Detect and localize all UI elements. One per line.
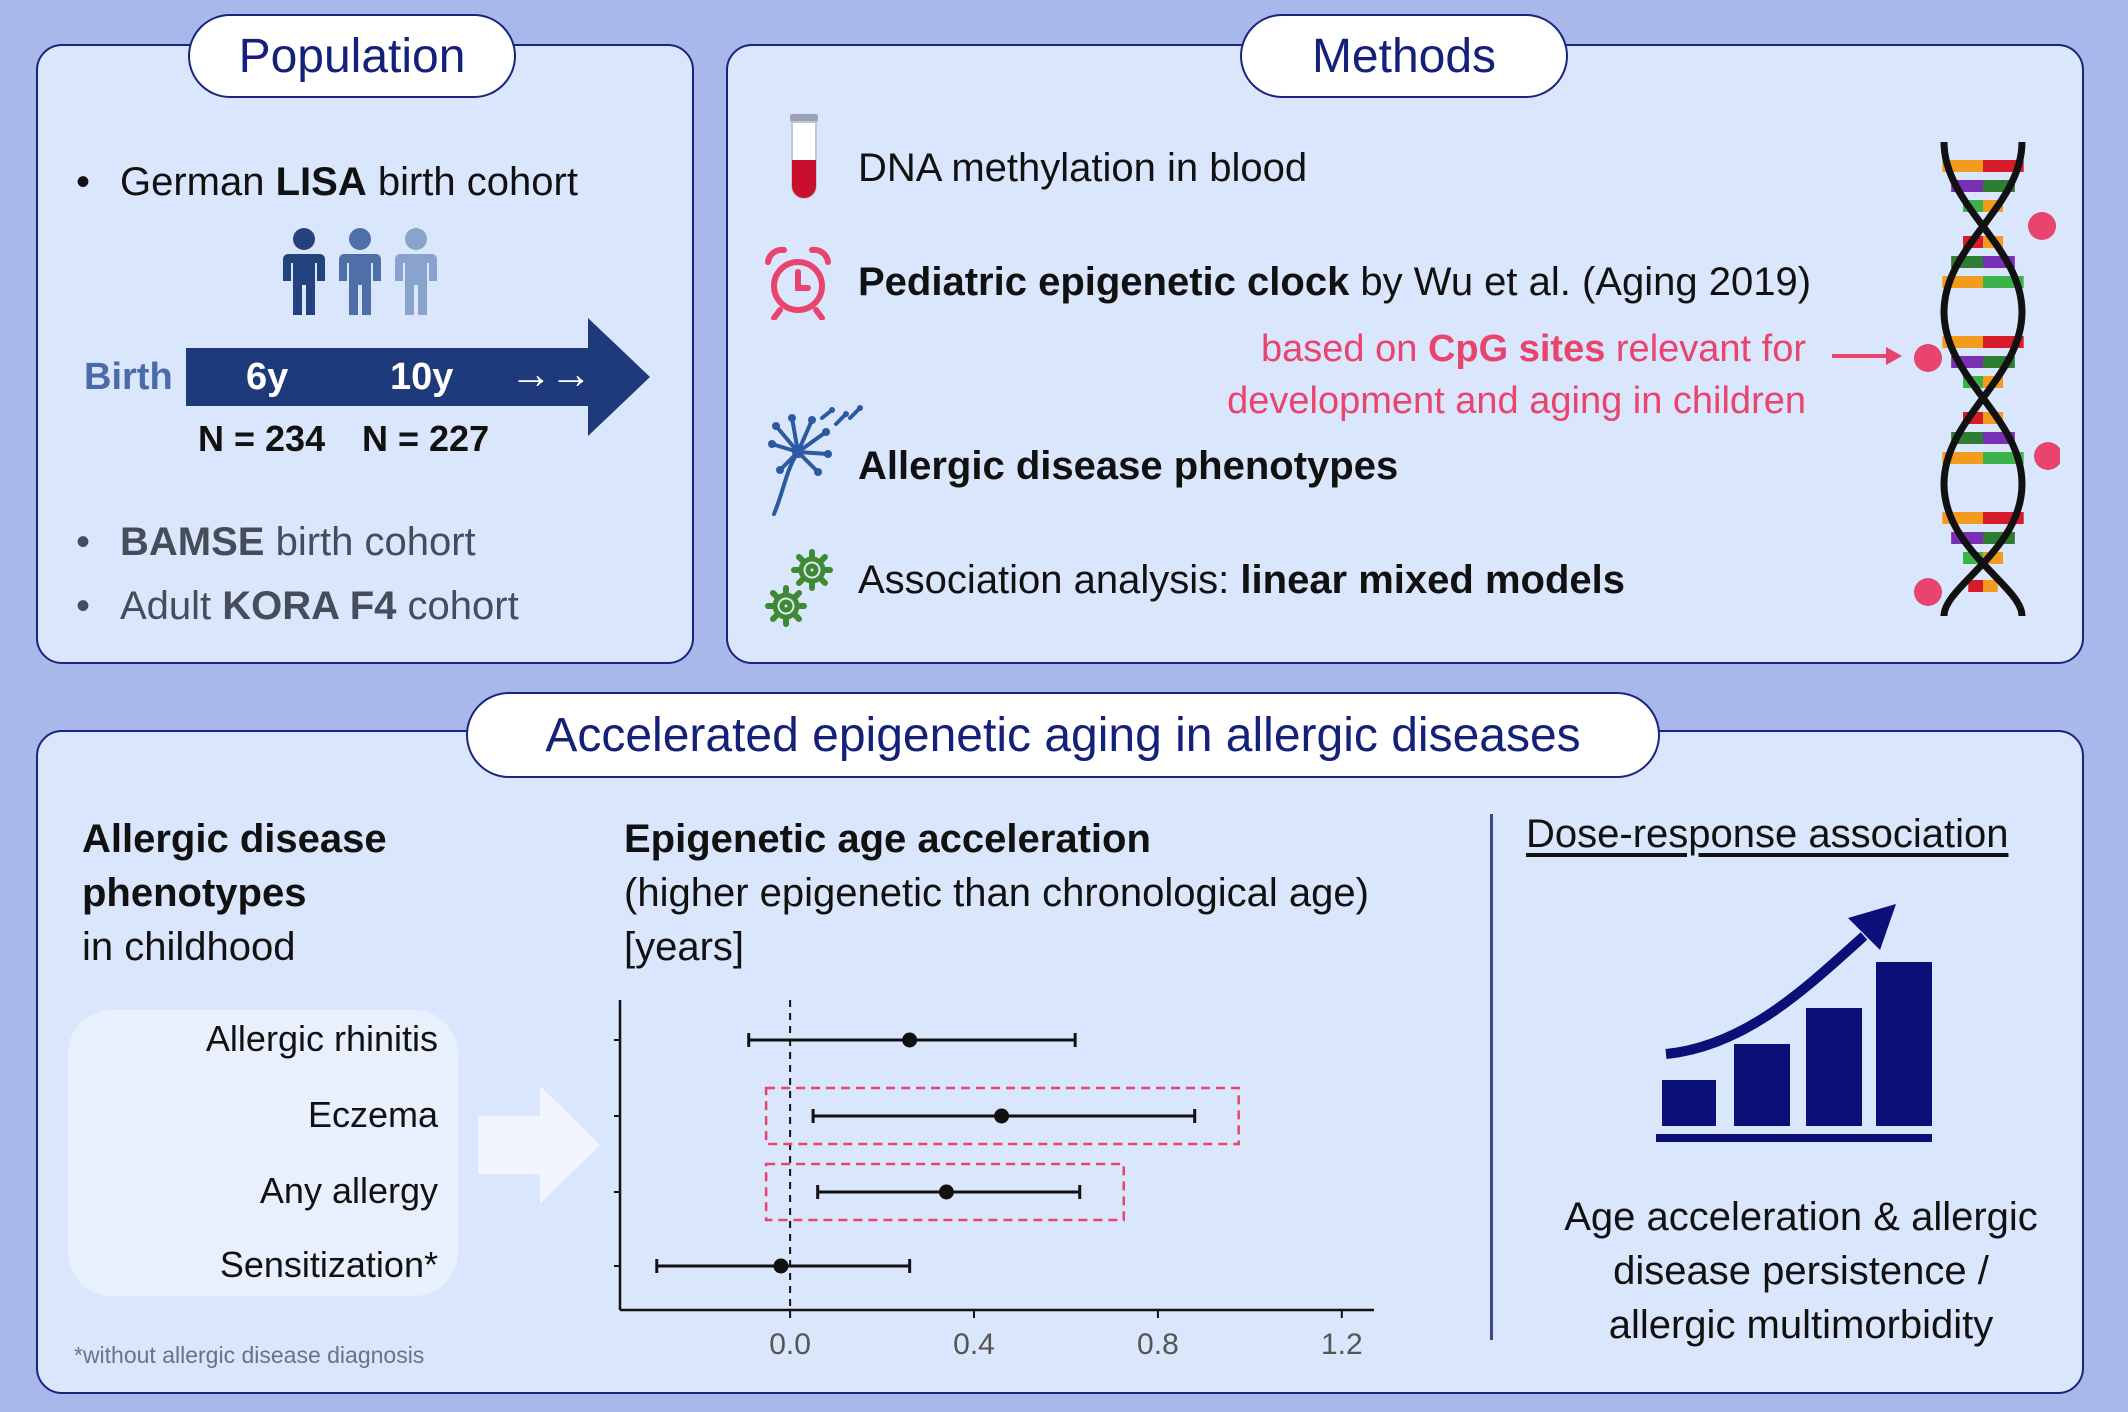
bullet-bamse: • BAMSE birth cohort <box>76 520 476 564</box>
timeline-arrow <box>186 318 650 436</box>
estimate-point <box>938 1184 954 1200</box>
cpg-note-line1: based on CpG sites relevant for <box>1261 328 1806 370</box>
category-label: Allergic rhinitis <box>205 1018 438 1059</box>
x-tick-label: 0.8 <box>1137 1328 1179 1361</box>
dna-rung <box>1983 160 2024 172</box>
highlight-box <box>764 1086 1240 1146</box>
highlight-box <box>764 1162 1126 1222</box>
footnote: *without allergic disease diagnosis <box>74 1342 425 1368</box>
x-tick-label: 1.2 <box>1321 1328 1363 1361</box>
timeline-more-arrows: →→ <box>510 350 592 397</box>
dna-rung <box>1968 580 1983 592</box>
dose-response-heading: Dose-response association <box>1526 812 2009 856</box>
methods-title: Methods <box>1240 14 1568 98</box>
children-icon <box>283 228 437 315</box>
forest-plot: 0.0 0.4 0.8 1.2 <box>614 1000 1374 1361</box>
cpg-pointer-arrow <box>1832 347 1902 365</box>
estimate-point <box>994 1108 1010 1124</box>
divider <box>1490 814 1493 1340</box>
age-10y: 10y <box>390 356 454 398</box>
dandelion-icon <box>768 405 863 516</box>
blood-tube-icon <box>790 114 818 199</box>
alarm-clock-icon <box>765 246 831 320</box>
method-association-analysis: Association analysis: linear mixed model… <box>858 558 1625 602</box>
bullet-lisa: • German LISA birth cohort <box>76 160 578 204</box>
dna-rung <box>1942 160 1983 172</box>
birth-label: Birth <box>84 356 173 398</box>
population-title: Population <box>188 14 516 98</box>
n-6y: N = 234 <box>198 418 326 459</box>
x-tick-label: 0.4 <box>953 1328 995 1361</box>
gears-icon <box>765 549 833 627</box>
estimate-point <box>773 1258 789 1274</box>
n-10y: N = 227 <box>362 418 490 459</box>
phenotype-box <box>68 1010 458 1296</box>
cpg-note-line2: development and aging in children <box>1227 380 1806 422</box>
estimate-point <box>902 1032 918 1048</box>
age-6y: 6y <box>246 356 289 398</box>
method-epigenetic-clock: Pediatric epigenetic clock by Wu et al. … <box>858 260 1812 304</box>
category-label: Any allergy <box>259 1170 438 1211</box>
bullet-kora: • Adult KORA F4 cohort <box>76 584 519 628</box>
dose-response-icon <box>1656 904 1932 1142</box>
method-allergic-phenotypes: Allergic disease phenotypes <box>858 444 1399 488</box>
eaa-heading: Epigenetic age acceleration (higher epige… <box>624 817 1369 969</box>
flow-arrow <box>478 1086 600 1204</box>
dna-rung <box>1983 580 1998 592</box>
x-tick-label: 0.0 <box>769 1328 811 1361</box>
results-title: Accelerated epigenetic aging in allergic… <box>466 692 1660 778</box>
dose-response-text: Age acceleration & allergic disease persi… <box>1564 1195 2038 1347</box>
phenotypes-heading: Allergic disease phenotypes in childhood <box>82 817 387 969</box>
category-label: Sensitization* <box>219 1244 438 1285</box>
method-dna-methylation: DNA methylation in blood <box>858 146 1308 190</box>
dna-helix-icon <box>1914 141 2060 617</box>
category-label: Eczema <box>307 1094 438 1135</box>
